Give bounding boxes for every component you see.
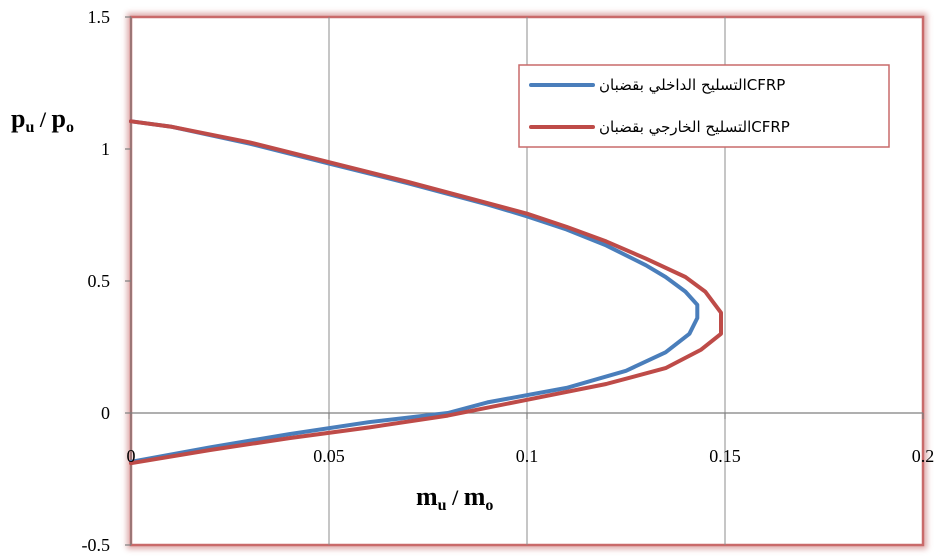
y-tick-label: 0 — [101, 403, 110, 423]
y-tick-label: 1.5 — [88, 7, 111, 27]
y-tick-labels: -0.5 0 0.5 1 1.5 — [82, 7, 111, 555]
y-axis-title: pu / po — [11, 104, 74, 136]
legend-box — [518, 64, 890, 148]
x-tick-label: 0.1 — [516, 446, 539, 466]
legend-label-internal: التسليح الداخلي بقضبانCFRP — [599, 76, 785, 95]
y-tick-label: -0.5 — [82, 535, 111, 555]
x-tick-label: 0.2 — [912, 446, 935, 466]
series-group — [129, 119, 723, 466]
series-line-1 — [129, 119, 723, 466]
x-tick-labels: 0 0.05 0.1 0.15 0.2 — [127, 446, 935, 466]
x-axis-title-sub1: u — [438, 497, 447, 514]
x-axis-title-main: m — [416, 482, 438, 511]
y-axis-title-sub1: u — [25, 119, 34, 136]
y-tick-label: 1 — [101, 139, 110, 159]
x-tick-label: 0 — [127, 446, 136, 466]
x-tick-label: 0.15 — [709, 446, 741, 466]
y-axis-title-sep: / — [34, 107, 51, 132]
x-axis-title-main2: m — [464, 482, 486, 511]
x-axis-title: mu / mo — [416, 482, 493, 514]
y-axis-title-main: p — [11, 104, 25, 133]
axes — [125, 16, 924, 546]
x-axis-title-sub2: o — [485, 497, 493, 514]
y-axis-title-main2: p — [52, 104, 66, 133]
y-tick-label: 0.5 — [88, 271, 111, 291]
y-axis-title-sub2: o — [66, 119, 74, 136]
legend: التسليح الداخلي بقضبانCFRP التسليح الخار… — [518, 64, 890, 148]
x-tick-label: 0.05 — [313, 446, 345, 466]
x-axis-title-sep: / — [447, 485, 464, 510]
legend-label-external: التسليح الخارجي بقضبانCFRP — [599, 118, 790, 137]
